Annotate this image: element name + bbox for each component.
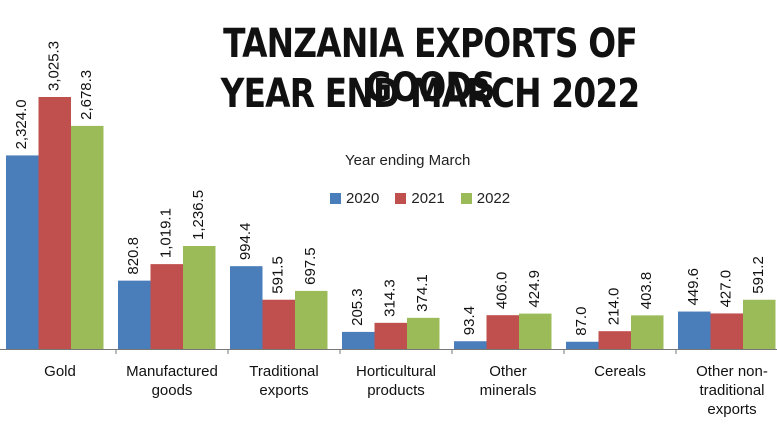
data-label-other-minerals-2021: 406.0 — [494, 272, 511, 310]
bar-gold-2022 — [71, 125, 104, 350]
bar-other-minerals-2021 — [486, 315, 519, 349]
legend-label-2021: 2021 — [411, 190, 445, 207]
category-label-horticultural-products: Horticultural products — [340, 362, 452, 400]
category-label-manufactured-goods: Manufactured goods — [116, 362, 228, 400]
data-label-manufactured-goods-2021: 1,019.1 — [158, 208, 175, 258]
bar-cereals-2021 — [598, 331, 631, 349]
legend-title: Year ending March — [345, 152, 471, 169]
bar-gold-2021 — [38, 97, 71, 349]
data-label-horticultural-products-2022: 374.1 — [414, 274, 431, 312]
bar-horticultural-products-2022 — [407, 317, 440, 349]
bar-traditional-exports-2020 — [230, 266, 263, 349]
data-label-cereals-2021: 214.0 — [606, 288, 623, 326]
legend-label-2022: 2022 — [476, 190, 511, 207]
bar-other-non-traditional-exports-2021 — [710, 313, 743, 349]
bar-horticultural-products-2021 — [374, 322, 407, 349]
data-label-other-minerals-2022: 424.9 — [526, 270, 543, 308]
data-label-horticultural-products-2020: 205.3 — [349, 288, 366, 326]
bar-other-minerals-2022 — [519, 313, 552, 349]
legend-item-2020: 2020 — [330, 190, 379, 207]
category-label-line: minerals — [479, 382, 537, 399]
bar-gold-2020 — [6, 155, 39, 349]
bar-other-non-traditional-exports-2022 — [743, 299, 776, 349]
chart-title-line-1: TANZANIA EXPORTS OF GOODS — [223, 21, 638, 111]
category-label-gold: Gold — [4, 362, 116, 381]
bar-cereals-2020 — [566, 341, 599, 349]
data-label-cereals-2022: 403.8 — [638, 272, 655, 310]
data-label-other-non-traditional-exports-2020: 449.6 — [685, 268, 702, 306]
category-label-line: Traditional — [249, 363, 319, 380]
category-label-line: Other non- — [696, 363, 768, 380]
data-label-other-minerals-2020: 93.4 — [461, 306, 478, 335]
legend-swatch-2020 — [330, 193, 341, 204]
data-label-cereals-2020: 87.0 — [573, 307, 590, 336]
category-label-line: goods — [151, 382, 193, 399]
bar-traditional-exports-2021 — [262, 299, 295, 349]
bar-manufactured-goods-2021 — [150, 264, 183, 349]
data-label-other-non-traditional-exports-2022: 591.2 — [750, 256, 767, 294]
category-label-line: exports — [707, 401, 757, 418]
category-label-line: exports — [259, 382, 309, 399]
bar-manufactured-goods-2020 — [118, 280, 151, 349]
data-label-gold-2022: 2,678.3 — [78, 70, 95, 120]
category-label-line: Other — [489, 363, 527, 380]
legend-item-2022: 2022 — [460, 190, 511, 207]
data-label-traditional-exports-2022: 697.5 — [302, 247, 319, 285]
legend-swatch-2022 — [460, 193, 472, 204]
bar-other-non-traditional-exports-2020 — [678, 311, 711, 349]
legend-label-2020: 2020 — [346, 190, 380, 207]
legend-swatch-2021 — [395, 193, 407, 204]
bar-horticultural-products-2020 — [342, 331, 375, 349]
bar-manufactured-goods-2022 — [183, 246, 216, 349]
category-label-line: traditional — [699, 382, 765, 399]
category-label-line: Gold — [44, 363, 76, 380]
category-label-line: Cereals — [594, 363, 646, 380]
category-label-line: Manufactured — [126, 363, 218, 380]
category-label-other-minerals: Other minerals — [452, 362, 564, 400]
data-label-manufactured-goods-2022: 1,236.5 — [190, 190, 207, 240]
data-label-manufactured-goods-2020: 820.8 — [125, 237, 142, 275]
data-label-traditional-exports-2020: 994.4 — [237, 223, 254, 261]
data-label-horticultural-products-2021: 314.3 — [382, 279, 399, 317]
bar-traditional-exports-2022 — [295, 290, 328, 349]
chart-title-line-2: YEAR END MARCH 2022 — [220, 71, 640, 117]
category-label-cereals: Cereals — [564, 362, 676, 381]
legend-item-2021: 2021 — [395, 190, 445, 207]
data-label-gold-2021: 3,025.3 — [46, 41, 63, 91]
category-label-traditional-exports: Traditional exports — [228, 362, 340, 400]
bar-other-minerals-2020 — [454, 341, 487, 349]
bar-cereals-2022 — [631, 315, 664, 349]
data-label-other-non-traditional-exports-2021: 427.0 — [718, 270, 735, 308]
data-label-traditional-exports-2021: 591.5 — [270, 256, 287, 294]
category-label-line: Horticultural — [355, 363, 437, 380]
data-label-gold-2020: 2,324.0 — [13, 99, 30, 149]
legend: 2020 2021 2022 — [330, 190, 510, 207]
category-label-other-non-traditional-exports: Other non-traditional exports — [676, 362, 777, 419]
category-label-line: products — [367, 382, 425, 399]
